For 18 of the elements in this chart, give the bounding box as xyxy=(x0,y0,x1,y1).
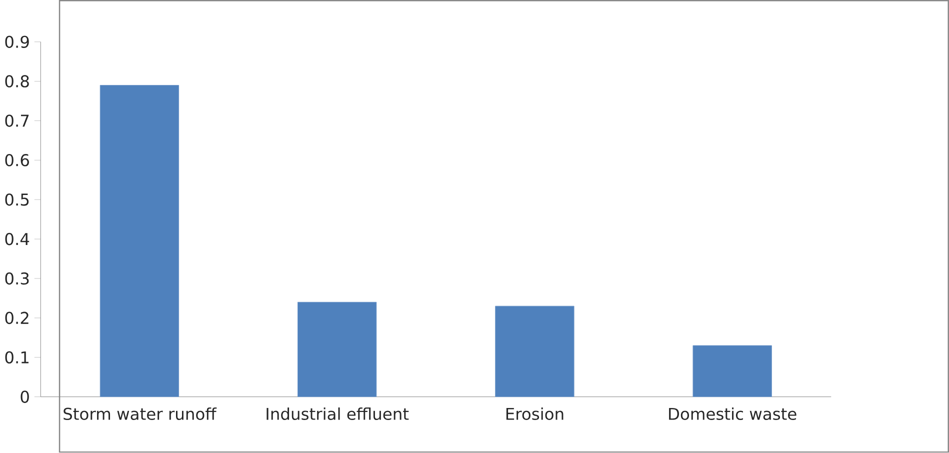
y-tick-label: 0 xyxy=(20,390,29,404)
y-tick-label: 0.8 xyxy=(5,75,29,88)
y-tick-label: 0.2 xyxy=(5,312,28,324)
bar xyxy=(100,85,180,398)
bar xyxy=(692,345,772,398)
y-tick-label: 0.3 xyxy=(5,272,29,285)
bar xyxy=(495,306,574,398)
y-tick-label: 0.5 xyxy=(5,194,29,206)
x-tick-label: Domestic waste xyxy=(669,408,796,420)
y-tick-label: 0.6 xyxy=(5,154,29,166)
y-tick-label: 0.9 xyxy=(5,36,29,48)
x-tick-label: Storm water runoff xyxy=(64,408,217,420)
bar xyxy=(297,302,377,398)
x-tick-label: Erosion xyxy=(506,408,564,420)
x-tick-label: Industrial effluent xyxy=(266,408,409,420)
y-tick-label: 0.7 xyxy=(5,114,29,128)
y-tick-label: 0.4 xyxy=(5,233,30,246)
y-tick-label: 0.1 xyxy=(5,351,28,364)
